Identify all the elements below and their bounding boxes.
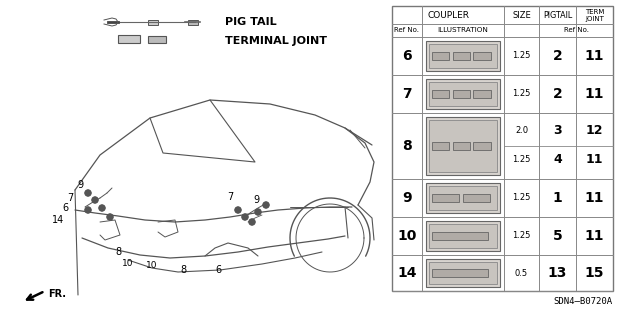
Text: 15: 15 <box>585 266 604 280</box>
Circle shape <box>263 202 269 208</box>
Bar <box>188 19 198 25</box>
Circle shape <box>242 214 248 220</box>
Bar <box>148 35 166 42</box>
Bar <box>426 79 500 109</box>
Bar <box>426 183 500 213</box>
Text: 8: 8 <box>180 265 186 275</box>
Text: ILLUSTRATION: ILLUSTRATION <box>438 27 488 33</box>
Circle shape <box>255 209 261 215</box>
Bar <box>432 142 449 150</box>
Text: 8: 8 <box>402 139 412 153</box>
Text: 10: 10 <box>397 229 417 243</box>
Text: 1.25: 1.25 <box>512 232 531 241</box>
Text: 5: 5 <box>552 229 563 243</box>
Text: COUPLER: COUPLER <box>427 11 469 19</box>
Bar <box>432 52 449 60</box>
Bar <box>426 259 500 287</box>
Circle shape <box>107 214 113 220</box>
Text: Ref No.: Ref No. <box>563 27 589 33</box>
Text: 10: 10 <box>122 259 134 269</box>
Text: 1: 1 <box>552 191 563 205</box>
Bar <box>429 44 497 68</box>
Text: 11: 11 <box>585 87 604 101</box>
Text: 11: 11 <box>585 49 604 63</box>
Bar <box>392 6 613 291</box>
Bar <box>432 232 488 240</box>
Bar <box>452 90 470 98</box>
Text: 3: 3 <box>553 124 562 137</box>
Text: 7: 7 <box>402 87 412 101</box>
Bar <box>432 90 449 98</box>
Text: 8: 8 <box>115 247 121 257</box>
Text: 9: 9 <box>77 180 83 190</box>
Text: 2: 2 <box>552 49 563 63</box>
Text: 10: 10 <box>147 262 157 271</box>
Text: 1.25: 1.25 <box>512 90 531 99</box>
Bar <box>539 6 540 24</box>
Bar <box>429 82 497 106</box>
Bar <box>392 6 613 291</box>
Text: 14: 14 <box>52 215 64 225</box>
Text: TERMINAL JOINT: TERMINAL JOINT <box>225 36 327 46</box>
Text: FR.: FR. <box>48 289 66 299</box>
Text: 11: 11 <box>585 229 604 243</box>
Text: 9: 9 <box>402 191 412 205</box>
Bar <box>452 142 470 150</box>
Bar <box>474 142 491 150</box>
Bar <box>429 186 497 210</box>
Text: SIZE: SIZE <box>512 11 531 19</box>
Text: 1.25: 1.25 <box>512 155 531 164</box>
Bar <box>429 224 497 248</box>
Bar <box>463 194 490 202</box>
Text: 11: 11 <box>585 191 604 205</box>
Circle shape <box>235 207 241 213</box>
Circle shape <box>85 190 91 196</box>
Text: 6: 6 <box>62 203 68 213</box>
Text: 9: 9 <box>253 195 259 205</box>
Text: TERM
JOINT: TERM JOINT <box>585 9 604 21</box>
Bar <box>474 90 491 98</box>
Text: 6: 6 <box>215 265 221 275</box>
Bar <box>432 194 459 202</box>
Text: 7: 7 <box>67 193 73 203</box>
Bar <box>426 41 500 71</box>
Text: 11: 11 <box>586 153 604 166</box>
Text: 14: 14 <box>397 266 417 280</box>
Circle shape <box>249 219 255 225</box>
Text: 7: 7 <box>227 192 233 202</box>
Text: 4: 4 <box>553 153 562 166</box>
Text: Ref No.: Ref No. <box>394 27 419 33</box>
Bar <box>432 269 488 277</box>
Text: 13: 13 <box>548 266 567 280</box>
Bar <box>422 6 423 24</box>
Bar <box>148 19 158 25</box>
Text: 6: 6 <box>402 49 412 63</box>
Text: 1.25: 1.25 <box>512 194 531 203</box>
Bar <box>426 221 500 251</box>
Text: SDN4—B0720A: SDN4—B0720A <box>554 296 613 306</box>
Text: 1.25: 1.25 <box>512 51 531 61</box>
Text: 2.0: 2.0 <box>515 126 528 135</box>
Bar <box>426 117 500 175</box>
Text: PIGTAIL: PIGTAIL <box>543 11 572 19</box>
Circle shape <box>92 197 98 203</box>
Bar <box>118 35 140 43</box>
Text: PIG TAIL: PIG TAIL <box>225 17 276 27</box>
Text: 0.5: 0.5 <box>515 269 528 278</box>
Text: 2: 2 <box>552 87 563 101</box>
Bar <box>474 52 491 60</box>
Bar <box>429 262 497 284</box>
Text: 12: 12 <box>586 124 604 137</box>
Bar <box>429 120 497 172</box>
Circle shape <box>99 205 105 211</box>
Bar <box>452 52 470 60</box>
Circle shape <box>85 207 91 213</box>
